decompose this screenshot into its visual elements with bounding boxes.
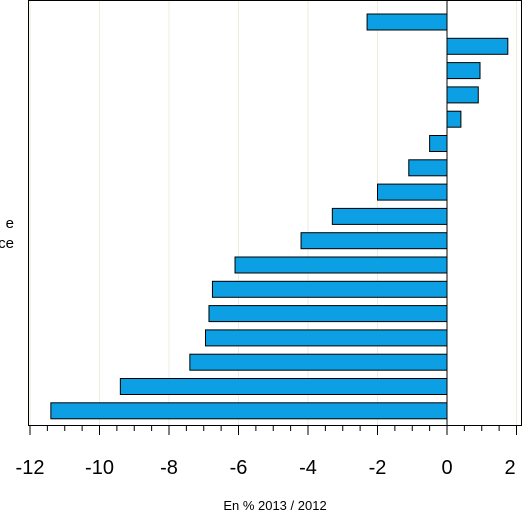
bar bbox=[234, 256, 448, 274]
bar bbox=[408, 159, 448, 177]
bar bbox=[446, 37, 509, 55]
bar bbox=[429, 135, 448, 152]
category-labels: e ce bbox=[0, 215, 14, 252]
bar bbox=[446, 62, 481, 80]
bar bbox=[119, 378, 448, 395]
x-axis: -12 -10 -8 -6 -4 -2 0 2 bbox=[16, 425, 517, 479]
bar bbox=[204, 329, 448, 347]
bar bbox=[377, 183, 448, 201]
bar bbox=[331, 207, 448, 225]
x-tick-label: -4 bbox=[299, 457, 317, 479]
x-tick-label: 2 bbox=[504, 457, 515, 479]
plot-frame bbox=[28, 0, 522, 426]
x-tick-label: -10 bbox=[85, 457, 114, 479]
x-axis-label: En % 2013 / 2012 bbox=[223, 498, 326, 513]
bar bbox=[446, 110, 462, 128]
bar bbox=[300, 232, 448, 250]
category-label-fragment: ce bbox=[0, 235, 14, 252]
x-tick-label: -8 bbox=[160, 457, 178, 479]
bar bbox=[208, 305, 448, 323]
bars-group bbox=[50, 13, 509, 420]
bar bbox=[189, 353, 448, 371]
x-tick-label: 0 bbox=[441, 457, 452, 479]
x-tick-label: -2 bbox=[369, 457, 387, 479]
bar bbox=[211, 280, 448, 298]
category-label-fragment: e bbox=[6, 215, 14, 232]
bar bbox=[50, 402, 448, 420]
x-tick-label: -6 bbox=[230, 457, 248, 479]
bar bbox=[366, 13, 448, 31]
bar bbox=[446, 86, 479, 104]
x-tick-label: -12 bbox=[16, 457, 45, 479]
